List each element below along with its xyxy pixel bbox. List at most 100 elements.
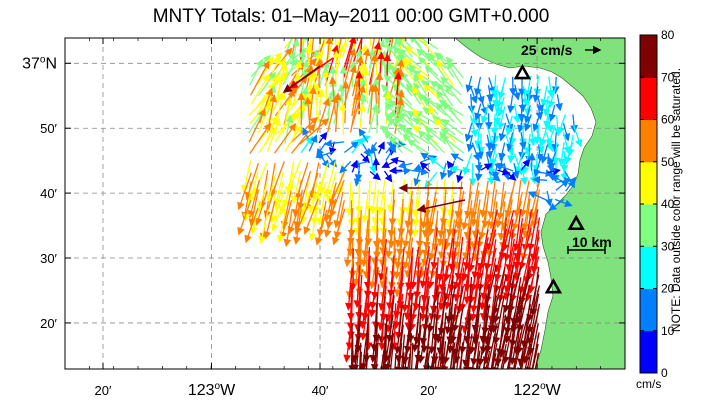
current-vector — [550, 174, 565, 183]
current-vector — [249, 58, 263, 86]
current-vector — [300, 38, 302, 66]
current-vector — [528, 181, 540, 220]
current-vector — [505, 115, 513, 136]
current-vector — [434, 276, 446, 323]
current-vector — [468, 305, 481, 355]
current-vector — [524, 256, 540, 302]
current-vector — [383, 350, 388, 369]
current-vector — [474, 125, 482, 149]
current-vector — [525, 323, 539, 369]
current-vector — [515, 275, 530, 324]
current-vector — [514, 341, 522, 369]
current-vector — [470, 209, 482, 251]
current-vector — [250, 60, 270, 96]
current-vector — [486, 85, 494, 103]
current-vector — [470, 115, 478, 138]
current-vector — [401, 334, 406, 369]
current-vector — [300, 38, 305, 47]
current-vector — [316, 191, 326, 226]
current-vector — [404, 58, 430, 78]
current-vector — [496, 256, 508, 303]
colorbar-tick-label: 40 — [661, 197, 675, 211]
current-vector — [247, 170, 259, 204]
current-vector — [271, 199, 286, 232]
lon-label: 20′ — [420, 383, 437, 398]
current-vector — [548, 198, 565, 211]
current-vector — [442, 102, 463, 125]
current-vector — [492, 295, 505, 345]
current-vector — [444, 286, 456, 335]
current-vector — [490, 75, 499, 99]
current-vector — [335, 38, 337, 48]
current-vector — [449, 165, 470, 174]
colorbar-swatch — [640, 288, 657, 332]
current-vector — [315, 209, 328, 246]
current-vector — [506, 341, 515, 369]
current-vector — [529, 217, 541, 262]
current-vector — [517, 115, 525, 133]
current-vector — [408, 285, 420, 332]
current-vector — [521, 333, 530, 369]
current-vector — [471, 284, 482, 333]
current-vector — [437, 265, 448, 311]
current-vector — [520, 163, 528, 186]
current-vector — [284, 114, 294, 144]
current-vector — [454, 190, 465, 230]
current-vector — [500, 343, 507, 369]
current-vector — [345, 181, 354, 217]
current-vector — [502, 350, 508, 369]
current-vector — [465, 333, 473, 369]
current-vector — [359, 351, 363, 369]
current-vector — [377, 141, 385, 154]
current-vector — [371, 198, 379, 234]
current-vector — [469, 181, 480, 220]
current-vector — [283, 208, 293, 248]
current-vector — [342, 38, 350, 58]
current-vector — [365, 352, 369, 369]
current-vector — [483, 295, 498, 345]
current-vector — [509, 314, 522, 366]
colorbar-tick-label: 70 — [661, 70, 675, 84]
current-vector — [358, 128, 369, 143]
current-vector — [378, 303, 387, 351]
current-vector — [452, 313, 463, 364]
current-vector — [467, 229, 479, 273]
current-vector — [475, 341, 480, 369]
current-vector — [276, 208, 287, 243]
current-vector — [356, 236, 365, 277]
current-vector — [444, 84, 463, 105]
current-vector — [539, 123, 549, 147]
current-vector — [513, 304, 524, 356]
current-vector — [503, 247, 516, 294]
current-vector — [547, 167, 561, 176]
current-vector — [333, 191, 344, 229]
current-vector — [394, 353, 397, 369]
current-vector — [551, 132, 560, 153]
current-vector — [304, 44, 313, 77]
current-vector — [369, 38, 372, 47]
current-vector — [364, 208, 373, 247]
current-vector — [424, 171, 438, 189]
current-vector — [385, 144, 397, 161]
current-vector — [493, 105, 502, 126]
current-vector — [354, 217, 363, 257]
current-vector — [528, 191, 547, 201]
current-vector — [467, 353, 471, 369]
current-vector — [532, 151, 541, 173]
current-vector — [307, 181, 318, 214]
current-vector — [273, 122, 297, 154]
map-title: MNTY Totals: 01–May–2011 00:00 GMT+0.000 — [152, 6, 550, 27]
current-vector — [461, 286, 473, 334]
current-vector — [256, 56, 274, 86]
current-vector — [439, 162, 448, 181]
current-vector — [526, 351, 532, 369]
current-vector — [469, 274, 481, 322]
current-vector — [490, 113, 499, 136]
current-vector — [484, 323, 498, 369]
current-vector — [513, 236, 524, 281]
current-vector — [250, 200, 261, 235]
current-vector — [273, 171, 284, 207]
current-vector — [294, 162, 309, 201]
current-vector — [551, 142, 560, 166]
